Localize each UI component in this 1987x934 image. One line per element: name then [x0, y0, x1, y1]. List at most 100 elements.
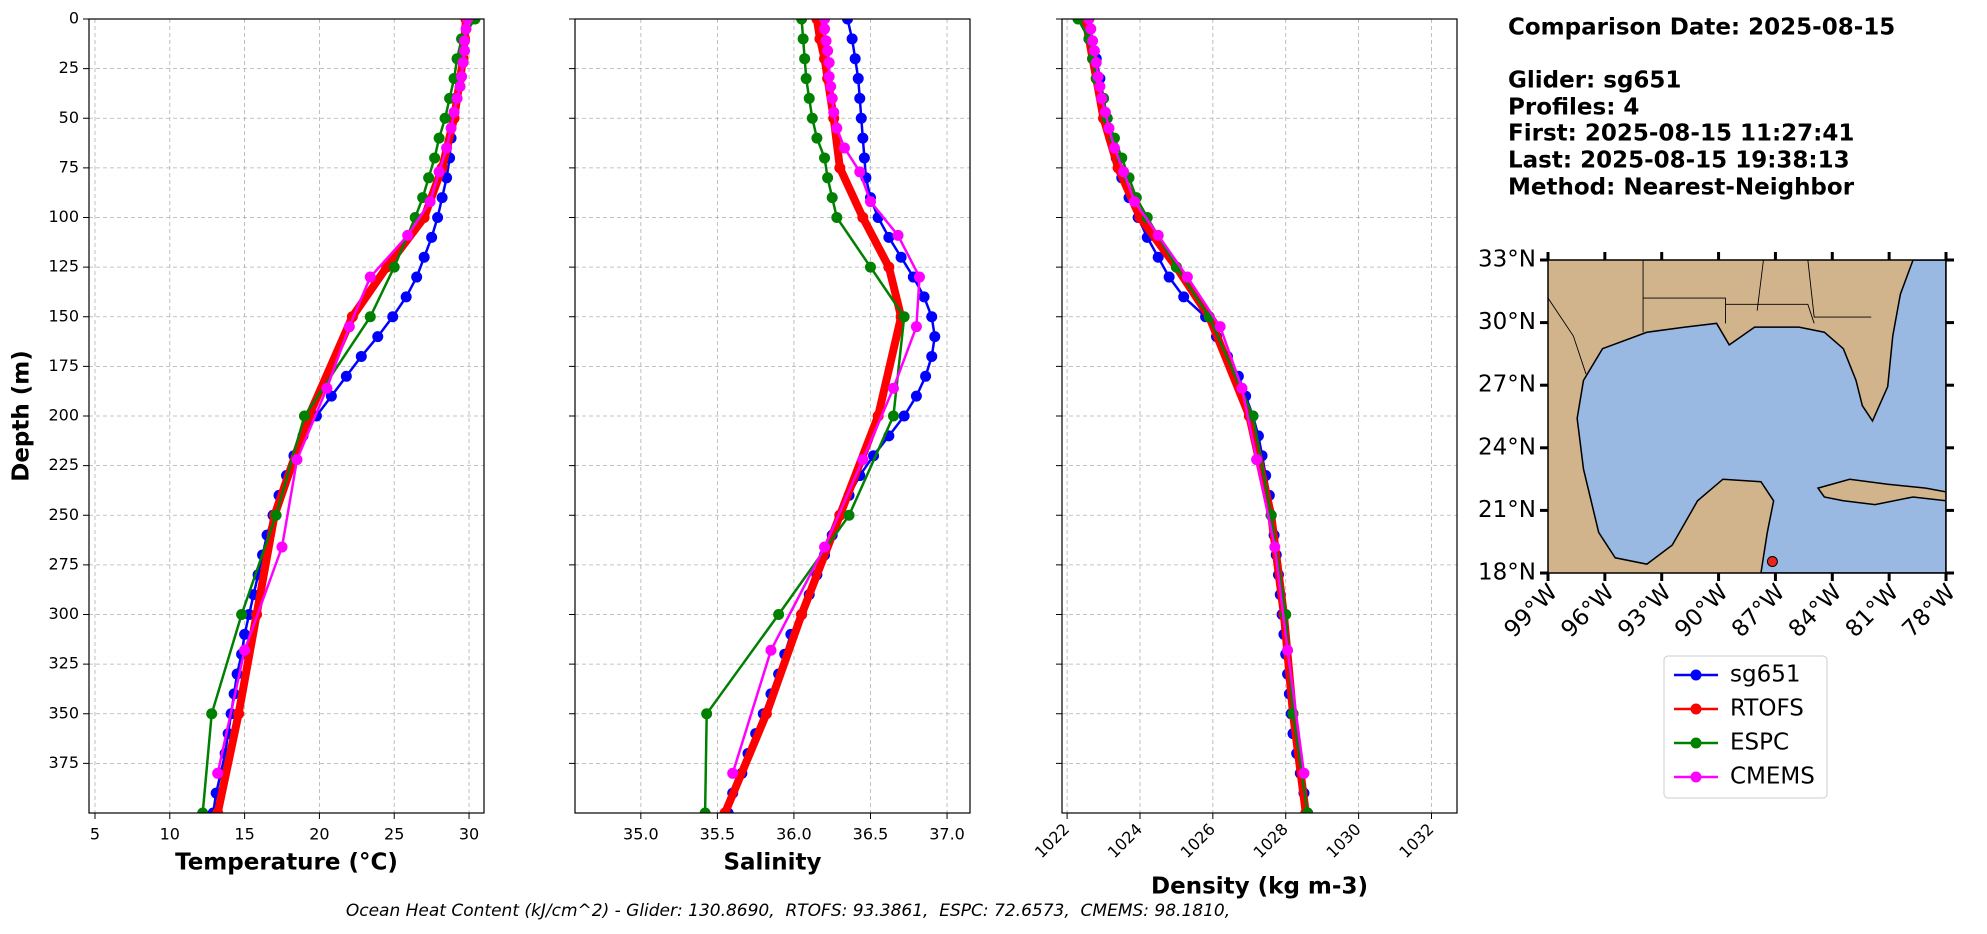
profile-marker	[343, 321, 355, 333]
profile-marker	[441, 172, 453, 184]
profile-marker	[834, 162, 846, 174]
x-axis-label: Temperature (°C)	[175, 850, 398, 876]
x-tick-label: 30	[459, 825, 479, 844]
y-tick-label: 0	[69, 9, 79, 28]
series	[727, 19, 925, 779]
profile-marker	[854, 166, 866, 178]
profile-marker	[1152, 229, 1164, 241]
y-tick-label: 75	[59, 157, 79, 176]
series	[197, 19, 481, 813]
x-tick-label: 36.0	[776, 825, 812, 844]
profile-marker	[826, 92, 838, 104]
y-tick-label: 375	[48, 753, 79, 772]
profile-marker	[796, 609, 808, 620]
profile-marker	[321, 382, 333, 394]
profile-marker	[372, 331, 384, 343]
profile-marker	[846, 33, 858, 45]
profile-marker	[803, 92, 815, 104]
legend-marker	[1690, 737, 1702, 749]
profile-marker	[797, 33, 809, 45]
map-frame	[1547, 259, 1947, 574]
profile-marker	[1129, 196, 1141, 208]
info-line: Profiles: 4	[1508, 95, 1639, 121]
profile-marker	[1152, 251, 1164, 263]
legend-marker	[1690, 771, 1702, 783]
series	[1083, 19, 1310, 779]
profile-marker	[1090, 57, 1102, 69]
border	[1756, 260, 1764, 311]
profile-marker	[913, 271, 925, 283]
profile-marker	[1092, 71, 1104, 83]
profile-marker	[197, 807, 209, 813]
lat-label: 18°N	[1478, 560, 1536, 586]
series	[212, 19, 474, 779]
profile-marker	[773, 609, 785, 620]
x-tick-label: 37.0	[929, 825, 965, 844]
profile-marker	[212, 767, 224, 779]
lat-label: 27°N	[1478, 372, 1536, 398]
profile-marker	[1181, 271, 1193, 283]
legend-marker	[1690, 703, 1702, 715]
profile-marker	[918, 291, 930, 303]
profile-marker	[418, 251, 430, 263]
x-tick-label: 10	[160, 825, 180, 844]
profile-marker	[233, 708, 245, 720]
profile-marker	[760, 708, 772, 720]
profile-marker	[800, 73, 812, 85]
y-tick-label: 25	[59, 58, 79, 77]
y-tick-label: 50	[59, 108, 79, 127]
profile-marker	[920, 370, 932, 382]
info-line: Comparison Date: 2025-08-15	[1508, 15, 1895, 41]
legend-label: RTOFS	[1730, 696, 1804, 722]
profile-marker	[854, 92, 866, 104]
profile-marker	[852, 73, 864, 85]
profile-marker	[929, 331, 941, 343]
y-tick-label: 100	[48, 207, 79, 226]
profile-marker	[364, 311, 376, 323]
profile-marker	[448, 106, 460, 118]
profile-marker	[456, 71, 468, 83]
profile-marker	[429, 152, 441, 164]
profile-marker	[819, 541, 831, 553]
border	[1807, 260, 1872, 318]
profile-marker	[765, 644, 777, 656]
profile-marker	[895, 251, 907, 263]
profile-marker	[719, 807, 731, 813]
legend-label: ESPC	[1730, 730, 1789, 756]
y-tick-label: 250	[48, 505, 79, 524]
profile-marker	[441, 142, 453, 154]
profile-marker	[822, 45, 834, 57]
profile-marker	[823, 71, 835, 83]
y-tick-label: 150	[48, 306, 79, 325]
profile-marker	[699, 807, 711, 813]
profile-marker	[411, 271, 423, 283]
profile-marker	[926, 350, 938, 362]
profile-marker	[1269, 541, 1281, 553]
profile-marker	[843, 509, 855, 521]
profile-marker	[849, 53, 861, 65]
x-tick-label: 36.5	[853, 825, 889, 844]
profile-marker	[831, 212, 843, 223]
profile-marker	[426, 231, 438, 243]
profile-marker	[236, 609, 248, 620]
profile-marker	[462, 19, 474, 25]
x-tick-label: 20	[309, 825, 329, 844]
profile-marker	[820, 35, 832, 47]
axes-frame	[1061, 18, 1458, 814]
y-tick-label: 175	[48, 356, 79, 375]
profile-marker	[454, 80, 466, 92]
x-tick-label: 25	[384, 825, 404, 844]
profile-marker	[1251, 454, 1263, 466]
info-line: Method: Nearest-Neighbor	[1508, 175, 1855, 201]
profile-marker	[1087, 35, 1099, 47]
profile-marker	[842, 19, 854, 25]
profile-marker	[436, 192, 448, 204]
profile-marker	[270, 509, 282, 521]
profile-marker	[439, 112, 451, 124]
profile-marker	[1247, 410, 1259, 422]
lat-label: 21°N	[1478, 497, 1536, 523]
profile-marker	[445, 122, 457, 134]
profile-marker	[423, 172, 435, 184]
y-tick-label: 300	[48, 604, 79, 623]
profile-marker	[387, 311, 399, 323]
